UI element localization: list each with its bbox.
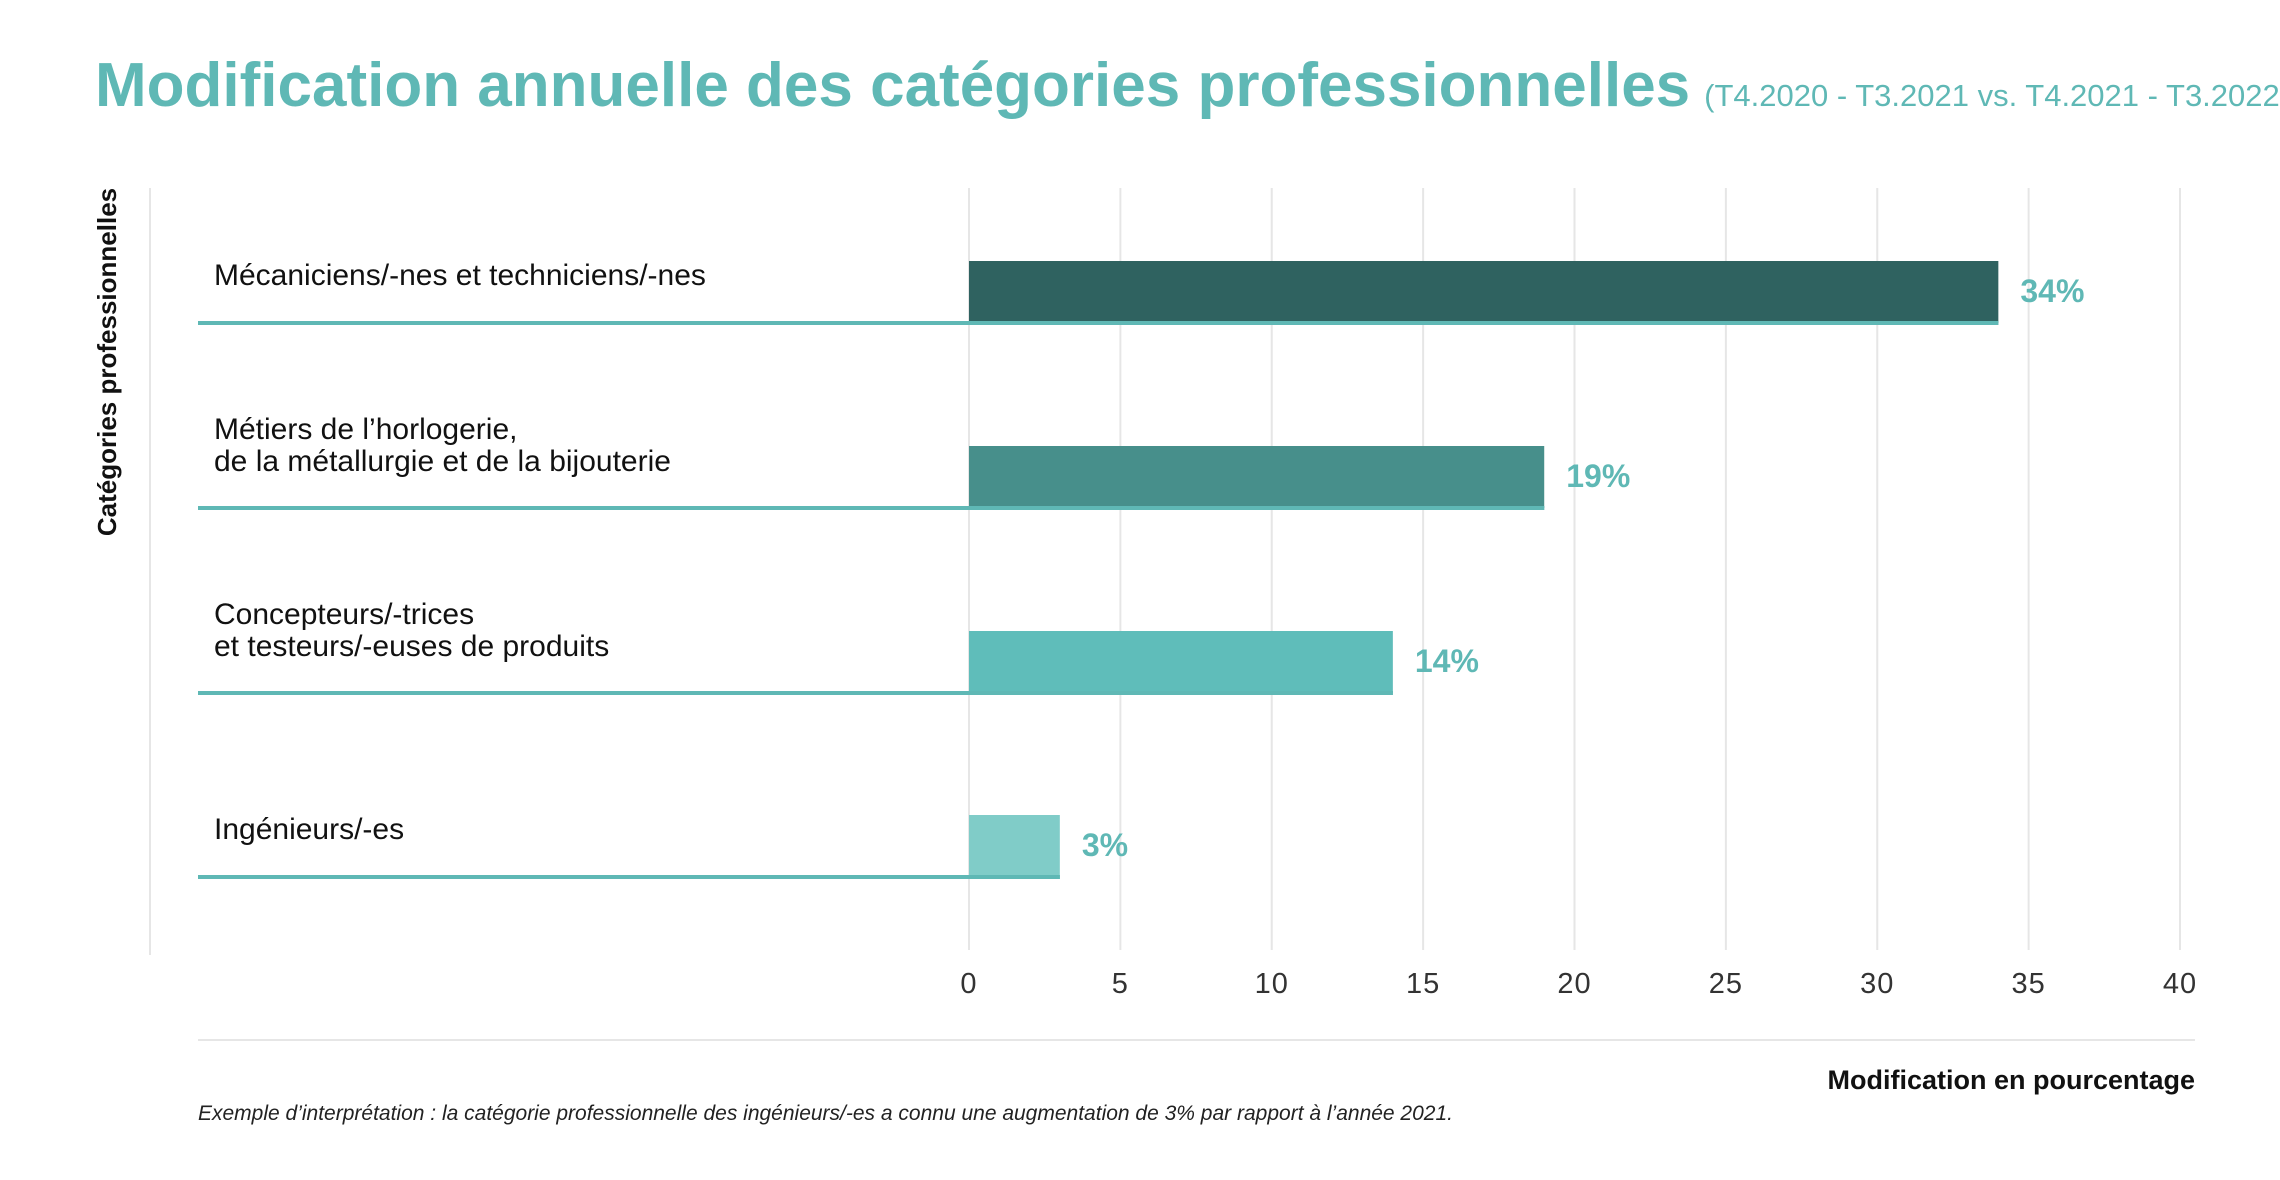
bar-2: [969, 446, 1545, 508]
x-tick-label-25: 25: [1709, 968, 1743, 1000]
bar-3: [969, 631, 1393, 693]
x-tick-label-15: 15: [1406, 968, 1440, 1000]
footnote: Exemple d’interprétation : la catégorie …: [198, 1102, 1453, 1125]
category-label-2-line-2: de la métallurgie et de la bijouterie: [214, 445, 671, 478]
x-tick-label-30: 30: [1860, 968, 1894, 1000]
category-label-3-line-1: Concepteurs/-trices: [214, 598, 474, 631]
category-label-1-line-1: Mécaniciens/-nes et techniciens/-nes: [214, 259, 706, 292]
category-label-4-line-1: Ingénieurs/-es: [214, 813, 404, 846]
bar-1: [969, 261, 1999, 323]
chart-title: Modification annuelle des catégories pro…: [95, 51, 1691, 120]
value-label-2: 19%: [1566, 458, 1630, 494]
x-tick-label-5: 5: [1112, 968, 1129, 1000]
x-tick-label-20: 20: [1557, 968, 1591, 1000]
chart-title-block: Modification annuelle des catégories pro…: [95, 50, 2280, 121]
value-label-1: 34%: [2020, 273, 2084, 309]
category-label-2-line-1: Métiers de l’horlogerie,: [214, 413, 517, 446]
y-axis-title: Catégories professionnelles: [92, 188, 122, 536]
category-label-3-line-2: et testeurs/-euses de produits: [214, 630, 609, 663]
x-tick-label-40: 40: [2163, 968, 2197, 1000]
x-axis-title: Modification en pourcentage: [1827, 1065, 2195, 1095]
bar-4: [969, 815, 1060, 877]
x-tick-label-0: 0: [960, 968, 977, 1000]
chart-subtitle: (T4.2020 - T3.2021 vs. T4.2021 - T3.2022…: [1704, 78, 2280, 113]
value-label-3: 14%: [1415, 643, 1479, 679]
value-label-4: 3%: [1082, 827, 1128, 863]
x-tick-label-35: 35: [2011, 968, 2045, 1000]
x-tick-label-10: 10: [1255, 968, 1289, 1000]
